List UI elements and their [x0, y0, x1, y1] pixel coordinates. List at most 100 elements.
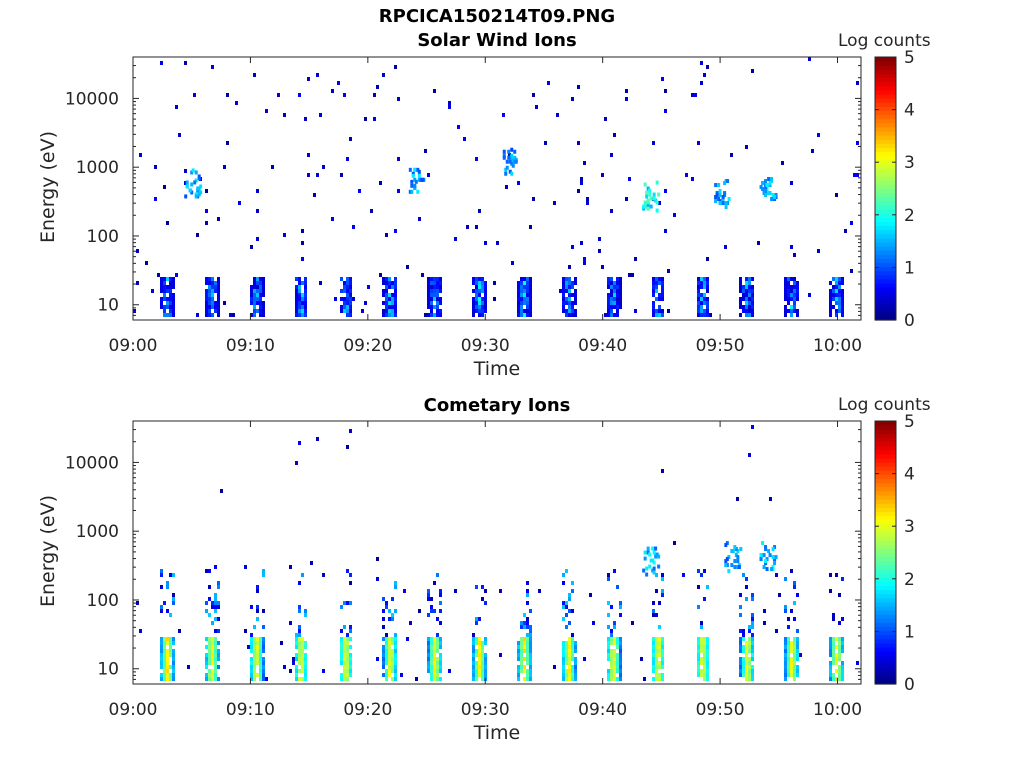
spectrogram-cell: [346, 601, 349, 605]
colorbar-step: [875, 69, 896, 75]
spectrogram-cell: [262, 677, 265, 681]
spectrogram-cell: [784, 277, 787, 281]
spectrogram-cell: [214, 605, 217, 609]
feature-cell: [648, 192, 652, 197]
spectrogram-cell: [787, 301, 790, 305]
spectrogram-cell: [388, 293, 391, 297]
spectrogram-cell: [211, 289, 214, 293]
spectrogram-cell: [658, 313, 661, 317]
spectrogram-cell: [751, 677, 754, 681]
spectrogram-cell: [295, 653, 298, 657]
spectrogram-cell: [481, 661, 484, 665]
spectrogram-cell: [205, 281, 208, 285]
spectrogram-cell: [484, 665, 487, 669]
spectrogram-cell: [349, 573, 352, 577]
spectrogram-cell: [610, 277, 613, 281]
colorbar-step: [875, 192, 896, 198]
spectrogram-cell: [529, 277, 532, 281]
spectrogram-cell: [250, 313, 253, 317]
colorbar-step: [875, 114, 896, 120]
spectrogram-cell: [376, 577, 379, 581]
spectrogram-cell: [841, 577, 844, 581]
spectrogram-cell: [808, 293, 811, 297]
spectrogram-cell: [829, 305, 832, 309]
spectrogram-cell: [436, 285, 439, 289]
spectrogram-cell: [751, 613, 754, 617]
spectrogram-cell: [478, 305, 481, 309]
spectrogram-cell: [169, 285, 172, 289]
spectrogram-cell: [589, 593, 592, 597]
spectrogram-cell: [796, 289, 799, 293]
colorbar-step: [875, 241, 896, 247]
spectrogram-cell: [607, 305, 610, 309]
spectrogram-cell: [346, 305, 349, 309]
spectrogram-cell: [748, 641, 751, 645]
spectrogram-cell: [838, 305, 841, 309]
spectrogram-cell: [298, 677, 301, 681]
colorbar-tick-label: 5: [904, 48, 915, 68]
spectrogram-cell: [394, 281, 397, 285]
spectrogram-cell: [208, 297, 211, 301]
spectrogram-cell: [610, 677, 613, 681]
spectrogram-cell: [565, 601, 568, 605]
spectrogram-cell: [739, 297, 742, 301]
spectrogram-cell: [610, 649, 613, 653]
feature-cell: [764, 545, 768, 550]
spectrogram-cell: [478, 209, 481, 213]
spectrogram-cell: [160, 657, 163, 661]
spectrogram-cell: [562, 669, 565, 673]
spectrogram-cell: [745, 285, 748, 289]
spectrogram-cell: [613, 625, 616, 629]
spectrogram-cell: [172, 637, 175, 641]
spectrogram-cell: [520, 293, 523, 297]
spectrogram-cell: [526, 641, 529, 645]
spectrogram-cell: [562, 297, 565, 301]
colorbar-step: [875, 180, 896, 185]
spectrogram-cell: [250, 637, 253, 641]
spectrogram-cell: [163, 297, 166, 301]
spectrogram-cell: [430, 305, 433, 309]
feature-cell: [717, 197, 721, 202]
spectrogram-cell: [436, 665, 439, 669]
spectrogram-cell: [349, 277, 352, 281]
spectrogram-cell: [856, 141, 859, 145]
spectrogram-cell: [520, 653, 523, 657]
spectrogram-cell: [832, 653, 835, 657]
colorbar-step: [875, 147, 896, 153]
feature-cell: [645, 572, 649, 577]
spectrogram-cell: [565, 653, 568, 657]
spectrogram-cell: [829, 653, 832, 657]
spectrogram-cell: [784, 289, 787, 293]
spectrogram-cell: [748, 657, 751, 661]
spectrogram-cell: [748, 285, 751, 289]
spectrogram-cell: [703, 313, 706, 317]
spectrogram-cell: [217, 585, 220, 589]
feature-cell: [507, 155, 511, 160]
colorbar-step: [875, 437, 896, 443]
feature-cell: [724, 205, 728, 210]
spectrogram-cell: [457, 125, 460, 129]
spectrogram-cell: [523, 645, 526, 649]
spectrogram-cell: [208, 645, 211, 649]
spectrogram-cell: [250, 665, 253, 669]
spectrogram-cell: [742, 573, 745, 577]
spectrogram-cell: [253, 673, 256, 677]
spectrogram-cell: [520, 621, 523, 625]
colorbar-frame: [874, 56, 897, 321]
spectrogram-cell: [391, 641, 394, 645]
spectrogram-cell: [439, 645, 442, 649]
spectrogram-cell: [247, 645, 250, 649]
spectrogram-cell: [169, 573, 172, 577]
spectrogram-cell: [304, 297, 307, 301]
spectrogram-cell: [214, 629, 217, 633]
spectrogram-cell: [430, 289, 433, 293]
spectrogram-cell: [376, 557, 379, 561]
spectrogram-cell: [565, 625, 568, 629]
spectrogram-cell: [742, 297, 745, 301]
feature-cell: [761, 181, 765, 186]
spectrogram-cell: [790, 293, 793, 297]
spectrogram-cell: [685, 173, 688, 177]
spectrogram-cell: [211, 645, 214, 649]
spectrogram-cell: [211, 305, 214, 309]
